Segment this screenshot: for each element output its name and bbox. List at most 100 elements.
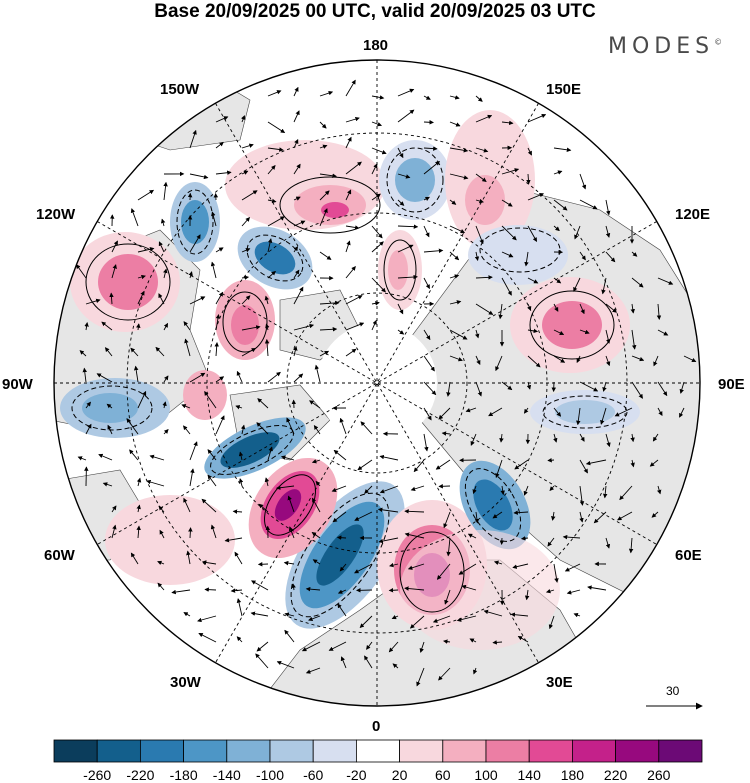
wind-vector — [286, 417, 295, 435]
wind-vector — [397, 303, 404, 315]
wind-vector — [553, 433, 558, 443]
colorbar-swatch — [139, 739, 184, 763]
wind-vector — [251, 580, 269, 591]
wind-vector — [579, 329, 590, 335]
wind-vector — [501, 251, 514, 258]
wind-vector — [275, 485, 295, 490]
wind-vector — [238, 478, 244, 487]
wind-vector — [197, 615, 217, 623]
wind-vector — [499, 433, 504, 443]
wind-vector — [312, 497, 321, 513]
wind-vector — [562, 534, 581, 540]
wind-vector — [345, 348, 357, 357]
colorbar-tick-label: 20 — [391, 767, 408, 783]
wind-vector — [345, 136, 352, 149]
wind-vector — [553, 277, 562, 284]
wind-vector — [683, 355, 697, 363]
wind-vector — [371, 121, 383, 127]
wind-vector — [215, 376, 225, 383]
wind-vector — [319, 190, 330, 201]
wind-vector — [416, 667, 425, 687]
wind-vector — [85, 423, 92, 435]
wind-vector — [449, 225, 466, 234]
wind-vector — [526, 381, 532, 390]
wind-vector — [379, 485, 399, 494]
anomaly-pos — [465, 175, 505, 225]
wind-vector — [258, 503, 269, 513]
wind-vector — [523, 485, 529, 496]
wind-vector — [573, 613, 581, 618]
contour-line — [383, 239, 417, 301]
wind-vector — [136, 504, 141, 513]
anomaly-neg — [555, 400, 615, 424]
wind-vector — [371, 163, 378, 175]
wind-vector — [574, 225, 581, 240]
wind-vector — [82, 367, 87, 383]
contour-line — [222, 291, 268, 353]
wind-vector — [407, 563, 425, 570]
wind-vector — [163, 429, 169, 435]
wind-vector — [171, 589, 191, 595]
lon-label-60e: 60E — [675, 547, 702, 564]
wind-vector — [600, 407, 607, 425]
wind-vector — [214, 342, 219, 357]
anomaly-pos — [321, 202, 349, 218]
wind-vector — [649, 459, 659, 467]
wind-vector — [492, 640, 503, 645]
wind-vector — [345, 79, 356, 97]
wind-vector — [137, 390, 147, 409]
wind-vector — [336, 535, 347, 540]
wind-vector — [293, 110, 300, 123]
wind-vector — [517, 636, 529, 643]
lon-label-30e: 30E — [546, 674, 573, 691]
wind-vector — [241, 325, 261, 331]
wind-vector — [181, 404, 191, 409]
wind-vector — [267, 90, 282, 97]
wind-vector — [630, 303, 635, 314]
wind-vector — [605, 537, 611, 549]
colorbar-tick-label: -60 — [303, 767, 324, 783]
wind-vector — [291, 583, 296, 591]
anomaly-pos — [542, 301, 602, 349]
colorbar-swatch — [355, 739, 400, 763]
wind-vector — [359, 615, 373, 629]
wind-vector — [579, 511, 584, 523]
wind-vector — [524, 251, 529, 267]
wind-vector — [547, 537, 555, 547]
wind-vector — [319, 144, 328, 149]
wind-vector — [501, 277, 512, 296]
colorbar-tick-label: -100 — [255, 767, 285, 783]
wind-vector — [520, 536, 529, 541]
wind-vector — [404, 509, 425, 514]
wind-vector — [404, 532, 425, 539]
wind-vector — [188, 527, 193, 539]
wind-vector — [585, 459, 607, 466]
wind-vector — [183, 321, 191, 331]
wind-vector — [432, 615, 451, 623]
wind-vector — [449, 199, 457, 205]
wind-vector — [333, 449, 347, 461]
wind-vector — [354, 563, 373, 574]
wind-vector — [293, 220, 306, 227]
anomaly-neg — [395, 158, 435, 202]
contour-line — [290, 492, 390, 618]
colorbar-swatch — [528, 739, 573, 763]
wind-vector — [614, 407, 633, 417]
wind-vector — [630, 459, 635, 468]
wind-vector — [267, 198, 277, 204]
wind-vector — [189, 296, 206, 305]
wind-vector — [475, 225, 484, 245]
wind-vector — [475, 173, 487, 182]
wind-vector — [293, 86, 299, 97]
wind-vector — [264, 477, 270, 487]
anomaly-pos — [105, 495, 235, 585]
wind-vector — [657, 407, 663, 417]
wind-vector — [163, 375, 169, 383]
wind-vector — [111, 240, 118, 253]
wind-vector — [475, 95, 483, 102]
wind-vector — [337, 589, 347, 594]
wind-vector — [280, 455, 295, 461]
wind-vector — [293, 246, 299, 253]
colorbar-tick-label: -220 — [126, 767, 155, 783]
wind-vector — [449, 355, 463, 362]
